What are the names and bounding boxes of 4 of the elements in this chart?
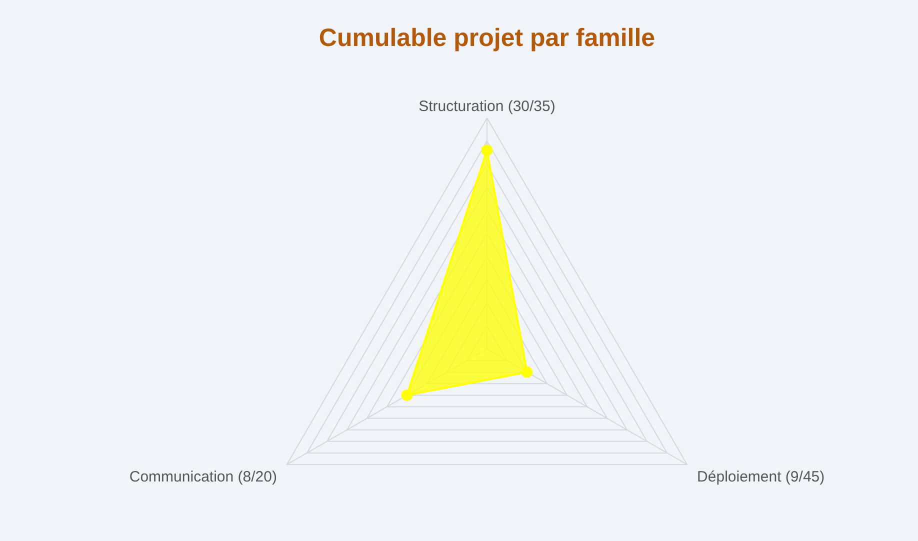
chart-title: Cumulable projet par famille xyxy=(318,24,656,52)
spoke-label: Communication (8/20) xyxy=(129,468,277,486)
spoke-label: Structuration (30/35) xyxy=(418,98,556,115)
spoke-label: Déploiement (9/45) xyxy=(697,468,825,486)
